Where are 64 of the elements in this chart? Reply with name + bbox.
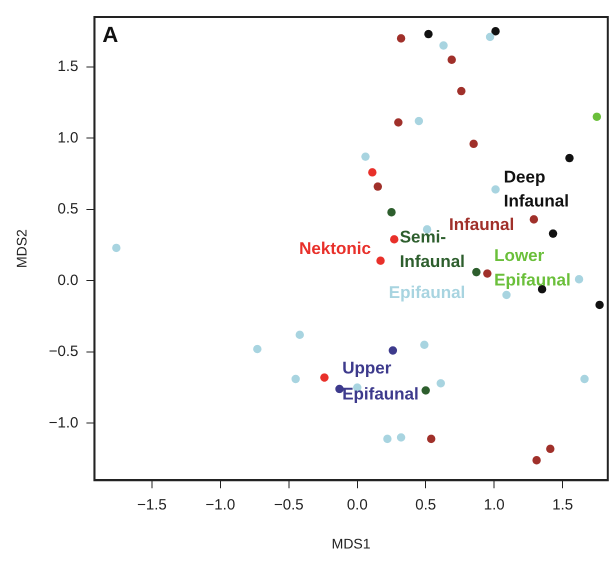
series-label: Infaunal — [448, 214, 514, 234]
chart-title: A — [102, 22, 118, 48]
x-tick-label: 0.0 — [346, 496, 368, 514]
text: Epifaunal — [388, 283, 466, 302]
text: Lower Epifaunal — [494, 246, 571, 290]
point — [291, 374, 300, 384]
point — [396, 34, 406, 43]
point — [253, 344, 262, 354]
x-axis-title: MDS1 — [332, 535, 371, 552]
point — [426, 434, 436, 444]
point — [532, 456, 541, 464]
point — [424, 30, 433, 38]
y-tick-label: −1.0 — [48, 414, 78, 432]
y-tick-label: 1.5 — [58, 58, 78, 76]
point — [574, 275, 584, 284]
point — [491, 185, 500, 194]
y-tick-label: −0.5 — [48, 343, 78, 360]
point — [320, 373, 329, 382]
point — [502, 290, 511, 300]
point — [335, 384, 344, 394]
point — [387, 208, 396, 216]
point — [439, 41, 448, 50]
point — [457, 86, 466, 96]
point — [472, 268, 481, 276]
point — [396, 433, 406, 442]
x-tick-label: 1.5 — [552, 496, 574, 514]
point — [376, 256, 385, 265]
y-tick-label: 0.0 — [58, 272, 78, 289]
point — [580, 374, 589, 384]
point — [422, 386, 430, 395]
x-tick-label: 0.5 — [415, 496, 436, 514]
series-label: Upper Epifaunal — [342, 358, 419, 404]
point — [394, 118, 403, 127]
point — [414, 116, 424, 126]
point — [390, 235, 398, 244]
point — [469, 140, 478, 148]
point — [595, 300, 604, 310]
x-tick-label: −0.5 — [274, 496, 304, 514]
series-label: Nektonic — [299, 239, 371, 258]
point — [383, 434, 392, 444]
point — [546, 444, 554, 454]
point — [592, 112, 602, 121]
point — [486, 32, 494, 42]
point — [483, 269, 492, 278]
point — [565, 154, 574, 162]
y-tick-label: 0.5 — [58, 200, 78, 218]
point — [112, 244, 121, 252]
y-tick-label: 1.0 — [58, 129, 78, 146]
x-tick-label: −1.0 — [206, 496, 236, 514]
point — [361, 152, 370, 161]
point — [491, 27, 500, 36]
point — [296, 330, 304, 340]
point — [368, 168, 377, 177]
point — [448, 56, 456, 64]
x-tick-label: −1.5 — [137, 496, 167, 514]
point — [420, 340, 429, 350]
x-tick-label: 1.0 — [484, 496, 505, 514]
point — [530, 215, 538, 224]
series-label: Deep Infaunal — [504, 168, 569, 210]
point — [374, 182, 382, 191]
point — [388, 346, 398, 355]
y-axis-title: MDS2 — [13, 228, 30, 268]
point — [548, 229, 558, 238]
point — [436, 379, 445, 388]
